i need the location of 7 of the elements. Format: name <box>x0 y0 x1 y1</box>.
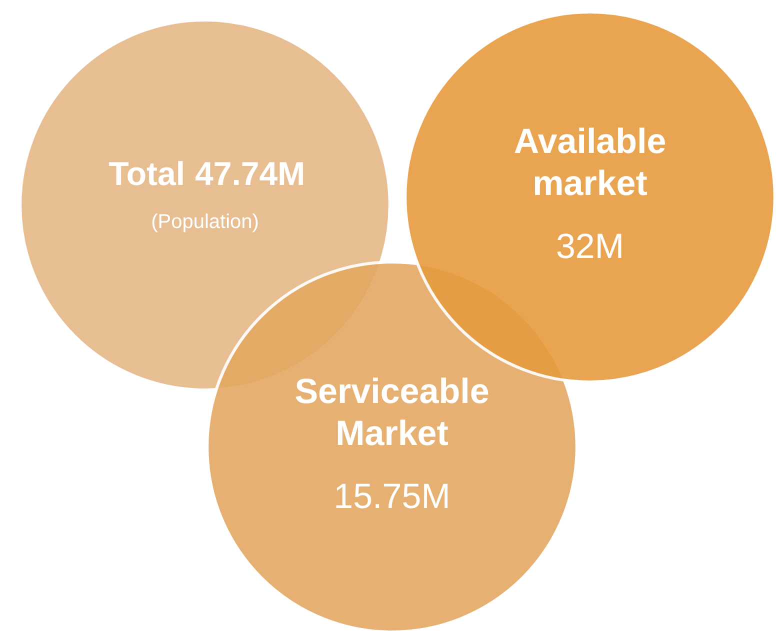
data-label: 32M <box>556 227 624 266</box>
text: (Population) <box>151 211 259 233</box>
category-label: Total <box>108 155 185 192</box>
category-label: Serviceable Market <box>294 372 490 453</box>
data-label: 15.75M <box>334 477 450 516</box>
data-label: 47.74M <box>195 155 306 192</box>
category-label: Available market <box>514 122 666 203</box>
